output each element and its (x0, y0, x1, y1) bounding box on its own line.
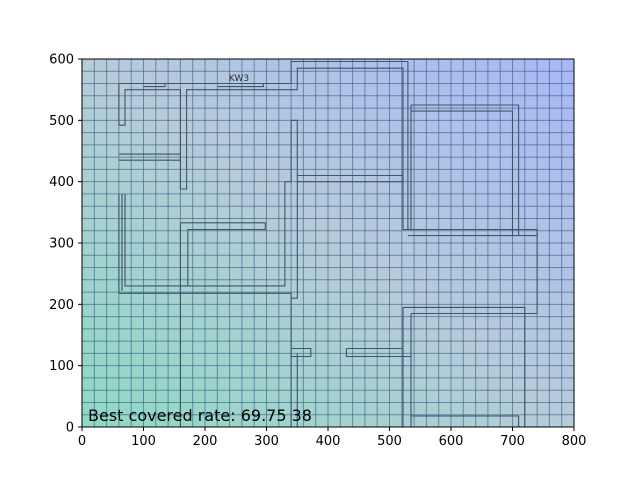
x-tick-label: 600 (439, 434, 464, 449)
axis-ticks: 0 100 200 300 400 500 600 700 800 0 100 200 300 400 50… (49, 53, 586, 450)
x-tick-label: 200 (193, 434, 218, 449)
y-tick-label: 0 (66, 421, 74, 436)
y-tick-label: 500 (49, 114, 74, 129)
x-tick-label: 800 (562, 434, 587, 449)
wall-segment (143, 83, 166, 88)
wall-segment (407, 228, 538, 237)
wall-segment (411, 229, 538, 315)
wall-segment (345, 348, 412, 427)
wall-segment (291, 181, 298, 299)
best-covered-rate-annotation: Best covered rate: 69.75 38 (88, 406, 312, 425)
wall-segment (118, 60, 408, 126)
floorplan-walls (118, 60, 538, 428)
x-tick-label: 500 (377, 434, 402, 449)
y-tick-label: 400 (49, 175, 74, 190)
wall-segment (411, 415, 520, 427)
wall-segment (411, 104, 520, 236)
y-tick-label: 100 (49, 359, 74, 374)
grid-lines (82, 59, 574, 427)
wall-segment (180, 222, 266, 286)
wall-segment (118, 193, 292, 427)
wall-segment (118, 67, 408, 231)
wall-segment (217, 83, 264, 88)
y-tick-label: 600 (49, 53, 74, 68)
x-tick-label: 700 (500, 434, 525, 449)
x-tick-label: 400 (316, 434, 341, 449)
wall-segment (403, 306, 526, 427)
y-tick-label: 300 (49, 237, 74, 252)
x-tick-label: 300 (254, 434, 279, 449)
x-tick-label: 0 (78, 434, 86, 449)
wall-segment (291, 347, 312, 358)
y-tick-label: 200 (49, 298, 74, 313)
wall-segment (124, 181, 292, 287)
room-label: KW3 (229, 74, 249, 84)
x-tick-label: 100 (131, 434, 156, 449)
wall-segment (411, 110, 514, 236)
